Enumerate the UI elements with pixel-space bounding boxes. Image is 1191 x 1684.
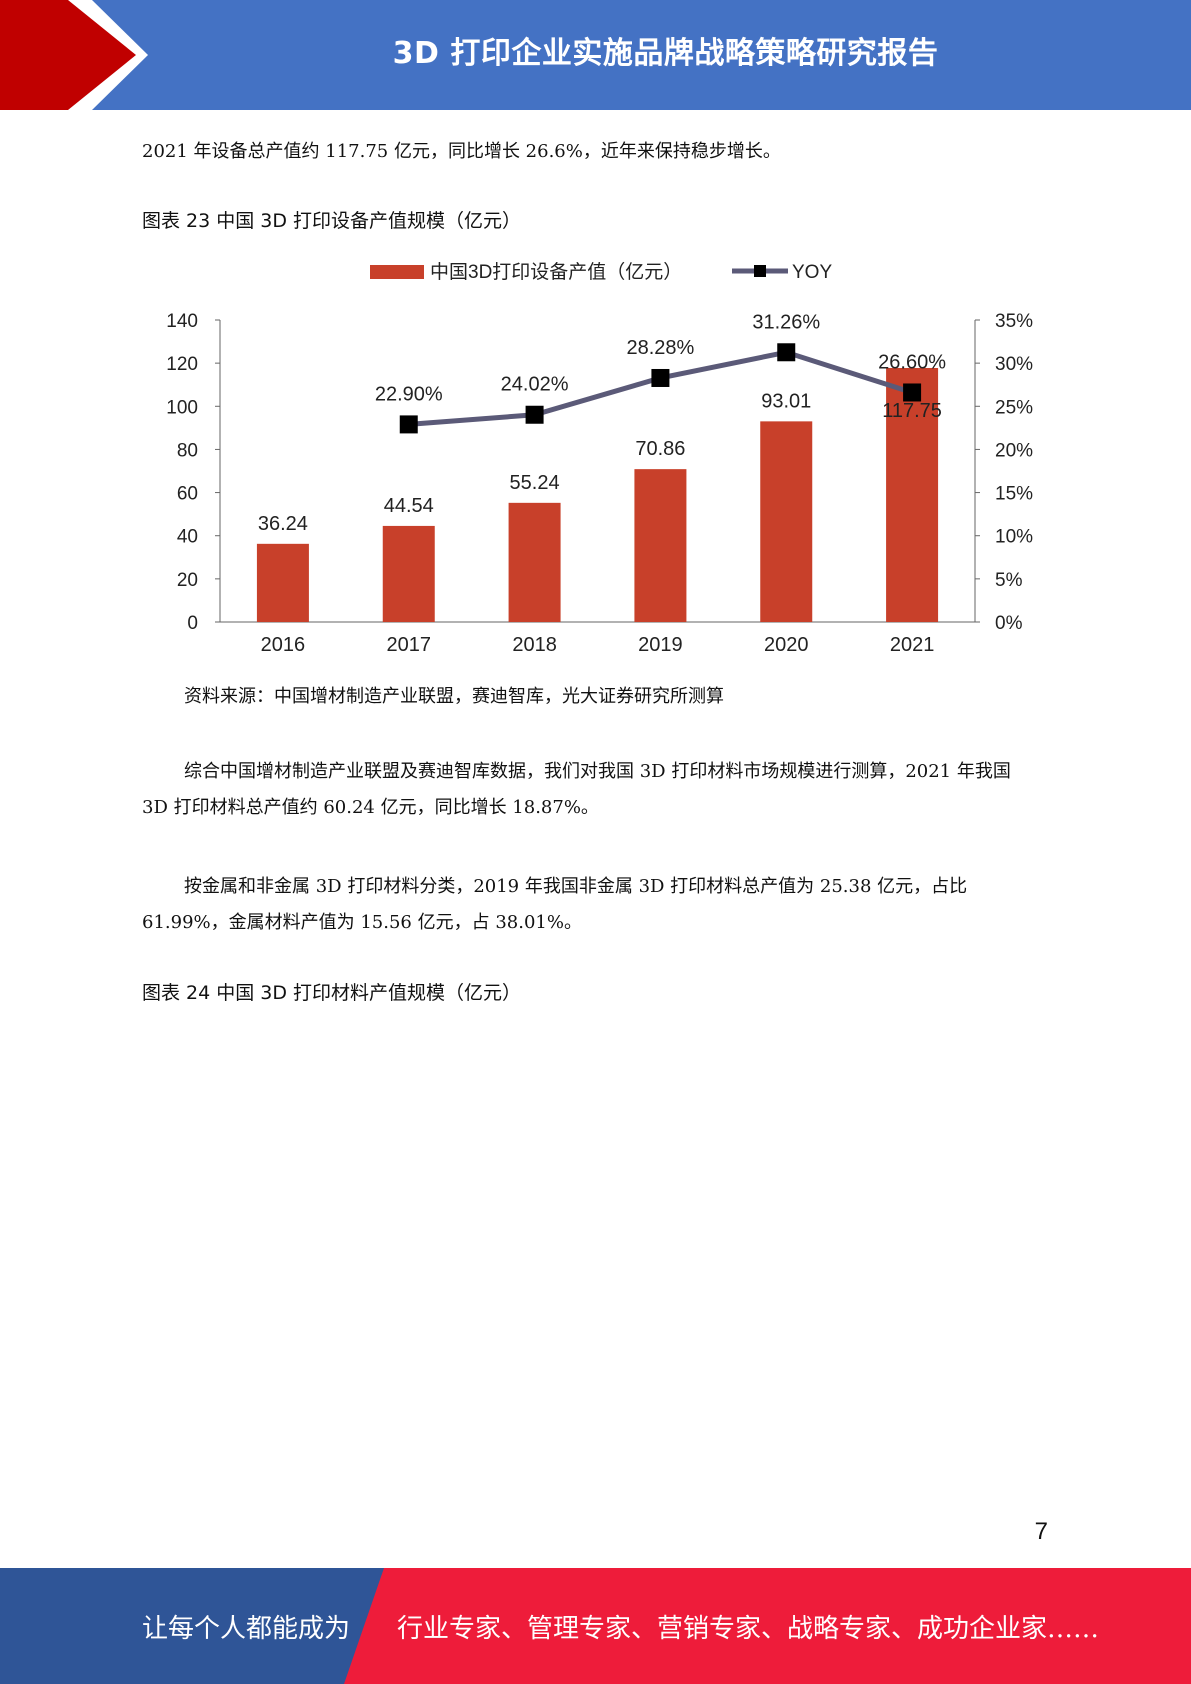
- right-tick-label: 15%: [995, 484, 1033, 505]
- left-tick-label: 60: [177, 484, 198, 505]
- legend-bar-swatch: [370, 265, 424, 279]
- x-tick-label-2020: 2020: [764, 634, 809, 656]
- bar-2020: [760, 421, 813, 622]
- yoy-label-2018: 24.02%: [501, 374, 569, 396]
- header-arrow-decoration: [0, 0, 148, 110]
- left-tick-label: 20: [177, 570, 198, 591]
- yoy-marker-2019: [651, 368, 670, 387]
- yoy-label-2020: 31.26%: [752, 311, 820, 333]
- bar-2017: [382, 525, 435, 622]
- chart-legend: 中国3D打印设备产值（亿元） YOY: [370, 261, 832, 283]
- left-tick-label: 0: [187, 613, 198, 634]
- paragraph-material-split: 按金属和非金属 3D 打印材料分类，2019 年我国非金属 3D 打印材料总产值…: [142, 876, 968, 933]
- left-tick-label: 140: [166, 311, 198, 332]
- chart-axes: 0 20 40 60 80 100 120 140 0% 5% 10% 15% 20% 25% 30% 35%…: [166, 311, 1033, 656]
- page-footer: 让每个人都能成为 行业专家、管理专家、营销专家、战略专家、成功企业家……: [0, 1568, 1191, 1684]
- footer-slogan-left: 让每个人都能成为: [142, 1614, 351, 1644]
- page-title: 3D 打印企业实施品牌战略策略研究报告: [392, 36, 939, 71]
- bar-2018: [508, 502, 561, 622]
- x-tick-label-2019: 2019: [638, 634, 683, 656]
- paragraph-device-value: 2021 年设备总产值约 117.75 亿元，同比增长 26.6%，近年来保持稳…: [142, 141, 781, 162]
- yoy-marker-2017: [399, 415, 418, 434]
- x-tick-label-2017: 2017: [387, 634, 432, 656]
- yoy-line-series: 22.90% 24.02% 28.28% 31.26% 26.60%: [375, 311, 946, 434]
- yoy-label-2017: 22.90%: [375, 383, 443, 405]
- paragraph-material-value: 综合中国增材制造产业联盟及赛迪智库数据，我们对我国 3D 打印材料市场规模进行测…: [142, 761, 1011, 818]
- yoy-label-2019: 28.28%: [626, 337, 694, 359]
- right-tick-label: 0%: [995, 613, 1023, 634]
- bar-label-2018: 55.24: [510, 472, 560, 494]
- x-tick-label-2016: 2016: [261, 634, 306, 656]
- figure-24-caption: 图表 24 中国 3D 打印材料产值规模（亿元）: [142, 982, 522, 1004]
- footer-background: [0, 1568, 1191, 1684]
- legend-line-marker: [754, 265, 766, 277]
- right-tick-label: 30%: [995, 354, 1033, 375]
- left-tick-label: 100: [166, 397, 198, 418]
- x-tick-label-2021: 2021: [890, 634, 935, 656]
- right-tick-label: 5%: [995, 570, 1023, 591]
- left-tick-label: 80: [177, 440, 198, 461]
- bar-2016: [256, 543, 309, 622]
- yoy-marker-2018: [525, 405, 544, 424]
- footer-slogan-right: 行业专家、管理专家、营销专家、战略专家、成功企业家……: [397, 1614, 1100, 1644]
- page-number: 7: [1034, 1518, 1048, 1545]
- bar-series: 36.24 44.54 55.24 70.86 93.01 117.75: [256, 367, 942, 622]
- right-tick-label: 35%: [995, 311, 1033, 332]
- bar-label-2017: 44.54: [384, 495, 434, 517]
- yoy-marker-2020: [777, 343, 796, 362]
- bar-label-2020: 93.01: [761, 390, 811, 412]
- bar-label-2019: 70.86: [635, 438, 685, 460]
- right-tick-label: 20%: [995, 440, 1033, 461]
- legend-line-label: YOY: [792, 262, 832, 283]
- figure-23-caption: 图表 23 中国 3D 打印设备产值规模（亿元）: [142, 210, 522, 232]
- bar-2021: [886, 367, 939, 622]
- bar-label-2021: 117.75: [882, 400, 942, 422]
- left-tick-label: 40: [177, 527, 198, 548]
- yoy-marker-2021: [903, 383, 922, 402]
- bar-2019: [634, 469, 687, 622]
- left-tick-label: 120: [166, 354, 198, 375]
- bar-label-2016: 36.24: [258, 513, 308, 535]
- legend-bar-label: 中国3D打印设备产值（亿元）: [430, 261, 682, 283]
- right-tick-label: 10%: [995, 527, 1033, 548]
- figure-23-source: 资料来源：中国增材制造产业联盟，赛迪智库，光大证券研究所测算: [184, 686, 724, 707]
- x-tick-label-2018: 2018: [512, 634, 557, 656]
- page-header: 3D 打印企业实施品牌战略策略研究报告: [0, 0, 1191, 110]
- yoy-line: [408, 349, 913, 427]
- yoy-label-2021: 26.60%: [878, 351, 946, 373]
- right-tick-label: 25%: [995, 397, 1033, 418]
- device-output-chart: 中国3D打印设备产值（亿元） YOY 0 20 40 60 80 100 120 140 0% 5…: [166, 261, 1033, 656]
